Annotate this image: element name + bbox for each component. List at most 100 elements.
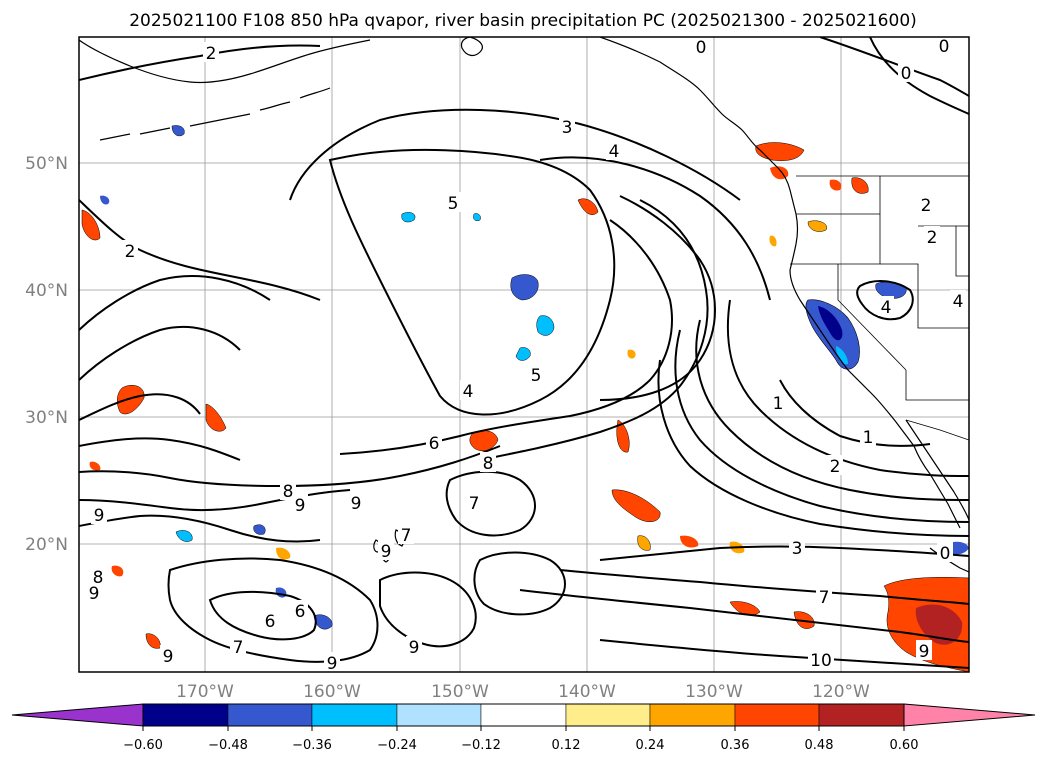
- colorbar-segment: [649, 703, 736, 727]
- svg-text:0: 0: [901, 64, 912, 84]
- svg-text:6: 6: [265, 612, 276, 632]
- svg-text:6: 6: [295, 602, 306, 622]
- latitude-labels: 50°N 40°N 30°N 20°N: [25, 154, 68, 555]
- contour-east-2: [726, 299, 969, 477]
- colorbar-segment: [734, 703, 820, 727]
- svg-text:9: 9: [295, 496, 306, 516]
- coastline-alaska-west: [79, 39, 371, 84]
- precip-negative-southwest: [175, 530, 193, 542]
- contour-label: 9: [916, 640, 932, 662]
- contour-label: 4: [950, 290, 966, 312]
- contour-west-2: [79, 199, 321, 301]
- contour-label: 8: [90, 566, 106, 588]
- contour-label: 9: [292, 494, 308, 516]
- coastline-alaska: [460, 37, 761, 151]
- colorbar-segment: [227, 703, 313, 727]
- precip-positive-oregon: [807, 220, 828, 232]
- svg-text:0: 0: [940, 544, 951, 564]
- coastline-bc: [759, 149, 797, 215]
- precip-negative-midpacific-a: [510, 274, 539, 301]
- contour-east-7: [559, 569, 969, 605]
- svg-text:8: 8: [93, 568, 104, 588]
- svg-text:9: 9: [94, 506, 105, 526]
- contour-label: 10: [808, 649, 834, 671]
- colorbar-segment: [480, 703, 567, 727]
- colorbar-segment: [818, 703, 905, 727]
- precip-positive-west-a: [81, 209, 101, 241]
- contour-label: 6: [262, 610, 278, 632]
- colorbar-ticks: [142, 726, 905, 731]
- contour-label: 0: [693, 37, 709, 58]
- precip-positive-offshore-n: [577, 198, 599, 215]
- contour-west-3: [79, 275, 271, 331]
- contour-label: 0: [898, 62, 914, 84]
- svg-text:9: 9: [163, 647, 174, 667]
- contour-label: 9: [86, 582, 102, 604]
- lon-label: 120°W: [812, 682, 870, 702]
- svg-text:4: 4: [463, 382, 474, 402]
- contour-ne-4: [856, 280, 914, 321]
- border-state-f: [905, 370, 969, 401]
- contour-label: 2: [924, 226, 940, 248]
- svg-text:9: 9: [919, 642, 930, 662]
- contour-label: 7: [230, 636, 246, 658]
- lon-label: 160°W: [303, 682, 361, 702]
- contour-central-7: [445, 470, 536, 537]
- precip-positive-southeast-a: [729, 601, 761, 616]
- svg-text:9: 9: [409, 638, 420, 658]
- colorbar-tick-label: −0.24: [377, 738, 417, 753]
- contour-west-6: [79, 437, 241, 461]
- precip-positive-small-d: [769, 235, 777, 247]
- contour-label: 7: [466, 492, 482, 514]
- contour-label: 3: [559, 116, 575, 138]
- svg-text:5: 5: [531, 366, 542, 386]
- contour-3-inner: [328, 148, 616, 416]
- svg-text:8: 8: [283, 482, 294, 502]
- colorbar-extend-max: [903, 703, 1036, 727]
- precip-positive-small-b: [111, 565, 124, 577]
- lat-label: 40°N: [25, 281, 68, 301]
- precipitation-shading: [81, 125, 969, 672]
- contour-nw-0: [819, 37, 969, 97]
- svg-text:4: 4: [953, 292, 964, 312]
- svg-text:2: 2: [125, 242, 136, 262]
- svg-text:9: 9: [381, 542, 392, 562]
- precip-positive-idaho: [851, 177, 869, 194]
- contour-hawaii-ring: [379, 571, 477, 648]
- contour-label: 5: [445, 192, 461, 214]
- contour-label: 7: [816, 586, 832, 608]
- map-frame: [78, 36, 970, 673]
- contour-label: 8: [480, 452, 496, 474]
- colorbar-segment: [311, 703, 398, 727]
- precip-negative-west-a: [100, 195, 110, 205]
- coastline-aleutians: [99, 87, 331, 141]
- coastlines: [79, 37, 969, 573]
- svg-text:2: 2: [921, 196, 932, 216]
- contour-label: 0: [936, 37, 952, 57]
- lon-label: 150°W: [431, 682, 489, 702]
- colorbar-segment: [396, 703, 482, 727]
- colorbar-outline: [142, 703, 905, 727]
- precip-negative-north-b: [473, 213, 481, 221]
- contour-label: 6: [292, 600, 308, 622]
- colorbar-tick-label: −0.12: [461, 738, 501, 753]
- contour-south-inner: [208, 590, 317, 641]
- svg-text:9: 9: [351, 494, 362, 514]
- svg-text:2: 2: [927, 228, 938, 248]
- svg-text:3: 3: [562, 118, 573, 138]
- coastline-gulf-california: [905, 419, 969, 521]
- svg-text:2: 2: [206, 44, 217, 64]
- precip-positive-central-e: [680, 535, 699, 548]
- svg-text:2: 2: [830, 457, 841, 477]
- lon-label: 130°W: [685, 682, 743, 702]
- precip-negative-hawaii-a: [253, 524, 266, 535]
- svg-text:0: 0: [696, 38, 707, 58]
- contour-label: 4: [460, 380, 476, 402]
- precip-positive-small-a: [89, 461, 101, 471]
- contour-label: 3: [789, 537, 805, 559]
- colorbar-tick-label: 0.36: [721, 738, 750, 753]
- border-state-g: [955, 226, 969, 277]
- precip-positive-pnw: [755, 142, 805, 161]
- contour-label: 2: [122, 240, 138, 262]
